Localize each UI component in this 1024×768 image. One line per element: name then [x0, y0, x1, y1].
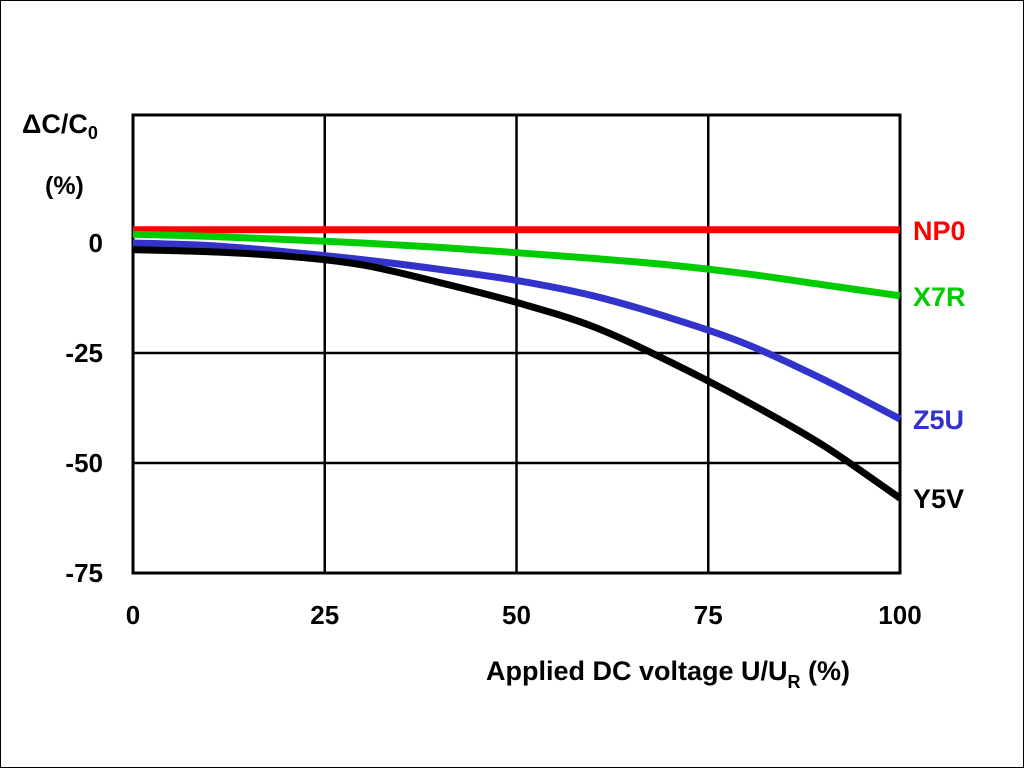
series-label-x7r: X7R — [913, 282, 966, 312]
x-tick-label: 75 — [694, 600, 723, 630]
series-label-np0: NP0 — [913, 216, 966, 246]
y-tick-label: 0 — [89, 228, 103, 258]
y-tick-label: -75 — [65, 558, 103, 588]
series-label-y5v: Y5V — [913, 484, 964, 514]
series-lines — [132, 226, 902, 502]
grid-lines — [133, 115, 900, 573]
series-line-y5v — [132, 246, 902, 502]
series-line-x7r — [132, 230, 901, 300]
x-tick-label: 25 — [310, 600, 339, 630]
plot-area-frame — [131, 113, 902, 575]
x-tick-label: 0 — [126, 600, 140, 630]
series-labels: NP0 X7R Z5U Y5V — [913, 216, 966, 514]
x-tick-label: 100 — [878, 600, 921, 630]
series-label-z5u: Z5U — [913, 405, 964, 435]
y-tick-label: -25 — [65, 338, 103, 368]
tick-labels: 0 25 50 75 100 0 -25 -50 -75 — [65, 228, 921, 630]
x-axis-label: Applied DC voltage U/UR (%) — [486, 656, 850, 692]
series-line-z5u — [132, 239, 902, 423]
y-tick-label: -50 — [65, 448, 103, 478]
x-tick-label: 50 — [502, 600, 531, 630]
y-axis-label: ΔC/C0 — [22, 109, 98, 143]
y-axis-unit: (%) — [45, 172, 84, 200]
